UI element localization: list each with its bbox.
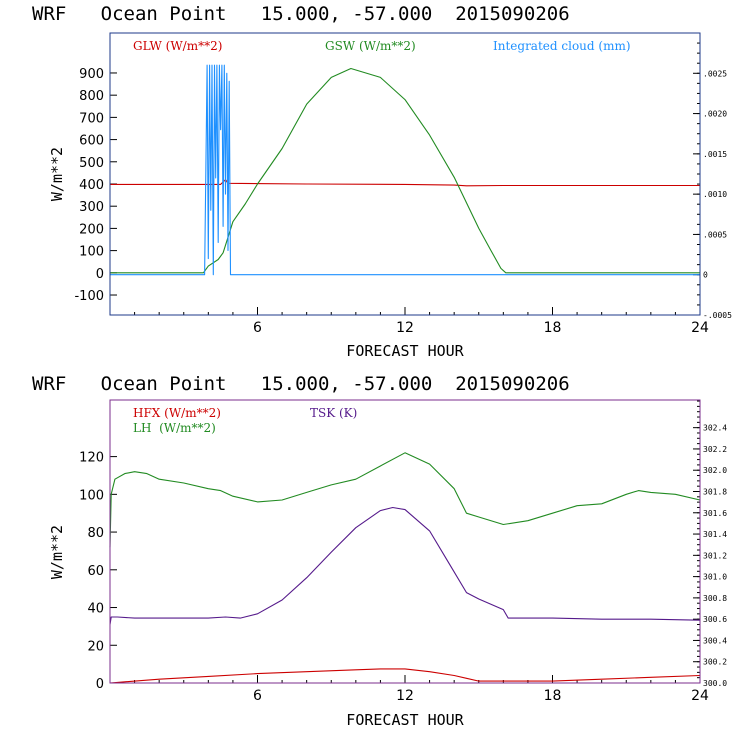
- x-tick-label: 6: [253, 688, 262, 704]
- legend-item-lh: LH (W/m**2): [133, 421, 216, 435]
- y2-tick-label: 300.8: [703, 594, 727, 603]
- y2-tick-label: 301.6: [703, 509, 727, 518]
- y-tick-label: 40: [87, 602, 104, 617]
- y-tick-label: 0: [96, 677, 104, 692]
- radiation-panel: WRF Ocean Point 15.000, -57.000 20150902…: [32, 3, 732, 360]
- y2-tick-label: 301.4: [703, 530, 727, 539]
- y2-tick-label: 301.8: [703, 487, 727, 496]
- y-tick-label: 900: [79, 67, 104, 82]
- flux-panel: WRF Ocean Point 15.000, -57.000 20150902…: [32, 373, 727, 729]
- chart-title: WRF Ocean Point 15.000, -57.000 20150902…: [32, 3, 570, 25]
- y-tick-label: 0: [96, 267, 104, 282]
- y2-tick-label: 300.6: [703, 615, 727, 624]
- plot-frame: [109, 32, 701, 316]
- legend-item-gsw: GSW (W/m**2): [325, 39, 416, 53]
- y2-tick-label: .0010: [703, 190, 727, 199]
- y2-tick-label: .0020: [703, 110, 727, 119]
- chart-title: WRF Ocean Point 15.000, -57.000 20150902…: [32, 373, 570, 395]
- x-tick-label: 18: [544, 320, 562, 336]
- tick-labels: 6 12 18 24 -100 0 100 200 300 400 500 600 700 800 900 -…: [74, 67, 732, 336]
- y2-tick-label: 302.0: [703, 466, 727, 475]
- y-tick-label: 120: [79, 451, 104, 466]
- series-line-hfx: [109, 668, 701, 684]
- y2-tick-label: 301.2: [703, 551, 727, 560]
- y2-tick-label: 302.4: [703, 424, 727, 433]
- y-tick-label: 100: [79, 488, 104, 503]
- y-axis-label: W/m**2: [48, 147, 66, 201]
- y2-tick-label: 300.0: [703, 679, 727, 688]
- series-line-lh: [109, 452, 701, 548]
- legend-item-cloud: Integrated cloud (mm): [493, 39, 631, 53]
- y2-tick-label: 300.4: [703, 636, 727, 645]
- y-tick-label: 400: [79, 178, 104, 193]
- y2-tick-label: .0015: [703, 150, 727, 159]
- y2-tick-label: 301.0: [703, 573, 727, 582]
- series-line-tsk: [109, 506, 701, 625]
- x-tick-label: 18: [544, 688, 562, 704]
- y2-tick-label: .0025: [703, 69, 727, 78]
- y-tick-label: 60: [87, 564, 104, 579]
- tick-labels: 6 12 18 24 0 20 40 60 80 100 120 300.0 300.2 300.4 300…: [79, 424, 727, 704]
- y2-tick-label: 302.2: [703, 445, 727, 454]
- legend-item-tsk: TSK (K): [310, 406, 357, 420]
- y-tick-label: 20: [87, 639, 104, 654]
- series-line-integrated: [110, 64, 700, 276]
- y-tick-label: 200: [79, 222, 104, 237]
- y2-tick-label: 300.2: [703, 658, 727, 667]
- y2-tick-label: 0: [703, 271, 708, 280]
- legend-item-glw: GLW (W/m**2): [133, 39, 222, 53]
- x-axis-label: FORECAST HOUR: [346, 342, 464, 360]
- y-tick-label: 500: [79, 156, 104, 171]
- series-lines: [109, 452, 701, 684]
- legend-item-hfx: HFX (W/m**2): [133, 406, 221, 420]
- x-tick-label: 24: [691, 688, 709, 704]
- y-tick-label: 700: [79, 111, 104, 126]
- y-tick-label: 600: [79, 134, 104, 149]
- y2-tick-label: .0005: [703, 230, 727, 239]
- y-axis-label: W/m**2: [48, 525, 66, 579]
- series-lines: [110, 64, 700, 276]
- series-line-gsw: [110, 67, 700, 274]
- y2-tick-label: -.0005: [703, 311, 732, 320]
- x-tick-label: 24: [691, 320, 709, 336]
- series-line-glw: [110, 179, 700, 187]
- y-tick-label: 100: [79, 245, 104, 260]
- axes-ticks: [110, 400, 701, 684]
- y-tick-label: 300: [79, 200, 104, 215]
- x-tick-label: 12: [396, 688, 414, 704]
- y-tick-label: 80: [87, 526, 104, 541]
- x-tick-label: 6: [253, 320, 262, 336]
- x-tick-label: 12: [396, 320, 414, 336]
- x-axis-label: FORECAST HOUR: [346, 711, 464, 729]
- y-tick-label: 800: [79, 89, 104, 104]
- y-tick-label: -100: [74, 289, 104, 304]
- plot-frame: [109, 399, 701, 684]
